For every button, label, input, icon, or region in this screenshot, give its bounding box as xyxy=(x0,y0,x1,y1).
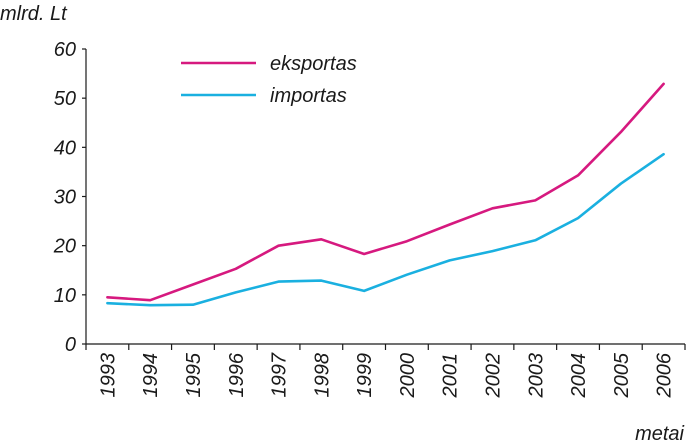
x-tick-label: 2000 xyxy=(397,353,419,399)
x-tick-label: 1995 xyxy=(183,352,205,397)
x-tick-label: 1996 xyxy=(226,352,248,397)
y-axis-label: mlrd. Lt xyxy=(0,3,68,25)
y-tick-label: 60 xyxy=(54,39,76,61)
y-tick-label: 30 xyxy=(54,187,76,209)
x-tick-label: 2002 xyxy=(482,353,504,399)
x-ticks: 1993 1994 1995 1996 1997 1998 1999 2000 2001 2002… xyxy=(85,344,686,399)
x-tick-label: 2006 xyxy=(654,352,676,398)
x-tick-label: 2004 xyxy=(568,353,590,399)
y-tick-label: 0 xyxy=(65,334,76,356)
x-tick-label: 2001 xyxy=(440,353,462,399)
y-tick-label: 20 xyxy=(53,236,76,258)
x-tick-label: 1993 xyxy=(97,353,119,398)
series-line-eksportas xyxy=(106,82,665,302)
x-axis-label: metai xyxy=(635,423,684,442)
x-tick-label: 1997 xyxy=(269,352,291,397)
x-tick-label: 2003 xyxy=(525,353,547,399)
y-tick-label: 10 xyxy=(54,285,76,307)
legend-label-importas: importas xyxy=(270,85,347,107)
legend-label-eksportas: eksportas xyxy=(270,53,357,75)
legend: eksportas importas xyxy=(181,53,357,107)
axes xyxy=(85,49,685,345)
x-tick-label: 2005 xyxy=(611,352,633,398)
x-tick-label: 1994 xyxy=(140,353,162,398)
x-tick-label: 1998 xyxy=(311,353,333,398)
y-tick-label: 50 xyxy=(54,88,76,110)
y-tick-label: 40 xyxy=(54,137,76,159)
y-ticks: 0 10 20 30 40 50 60 xyxy=(53,39,86,356)
series-lines xyxy=(106,82,665,307)
series-line-importas xyxy=(106,152,665,307)
x-tick-label: 1999 xyxy=(354,353,376,398)
